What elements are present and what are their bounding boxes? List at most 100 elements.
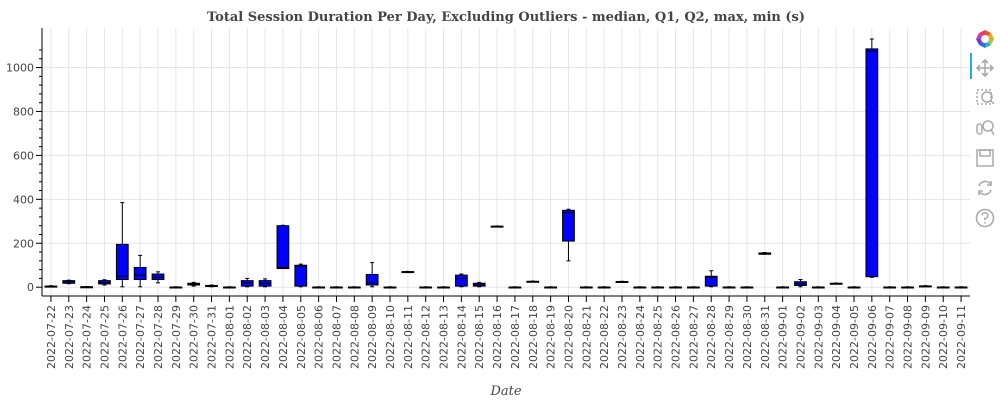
box-2022-07-30 — [187, 281, 201, 287]
box-2022-08-13 — [437, 286, 450, 289]
box-2022-07-23 — [62, 279, 76, 285]
box-2022-08-18 — [526, 280, 540, 283]
pan-icon[interactable] — [972, 55, 998, 81]
x-tick-label: 2022-07-29 — [170, 305, 183, 369]
box-2022-09-03 — [811, 286, 825, 289]
box-body — [454, 274, 468, 287]
box-body — [151, 273, 165, 281]
x-tick-label: 2022-08-27 — [687, 305, 700, 369]
box-2022-08-23 — [615, 280, 629, 284]
x-tick-label: 2022-08-02 — [241, 305, 254, 369]
y-tick-label: 400 — [13, 193, 34, 206]
box-2022-09-06 — [865, 38, 879, 278]
box-2022-07-28 — [151, 271, 165, 284]
x-tick-label: 2022-08-31 — [759, 305, 772, 369]
x-tick-label: 2022-07-26 — [116, 305, 129, 369]
x-tick-label: 2022-08-15 — [473, 305, 486, 369]
x-tick-label: 2022-08-12 — [420, 305, 433, 369]
box-body — [276, 225, 290, 270]
x-tick-label: 2022-09-01 — [777, 305, 790, 369]
box-2022-08-21 — [579, 286, 593, 289]
box-2022-07-31 — [205, 284, 218, 288]
reset-icon[interactable] — [972, 175, 998, 201]
box-body — [562, 209, 575, 242]
x-tick-label: 2022-08-09 — [366, 305, 379, 369]
x-tick-label: 2022-08-20 — [562, 305, 575, 369]
active-tool-indicator — [970, 53, 972, 79]
x-axis-label: Date — [489, 384, 521, 399]
box-2022-09-04 — [829, 282, 843, 285]
box-2022-09-01 — [776, 286, 790, 289]
y-tick-label: 1000 — [6, 62, 34, 75]
box-2022-08-09 — [365, 262, 379, 288]
box-2022-08-19 — [544, 286, 558, 289]
box-2022-08-30 — [740, 286, 754, 289]
box-2022-07-25 — [98, 279, 111, 286]
box-2022-08-27 — [686, 286, 700, 289]
box-body — [133, 266, 147, 281]
y-tick-label: 200 — [13, 237, 34, 250]
x-tick-label: 2022-07-28 — [152, 305, 165, 369]
x-tick-label: 2022-07-31 — [206, 305, 219, 369]
chart-title: Total Session Duration Per Day, Excludin… — [207, 10, 805, 25]
x-tick-label: 2022-08-24 — [634, 305, 647, 369]
y-tick-label: 800 — [13, 105, 34, 118]
x-tick-label: 2022-09-06 — [866, 305, 879, 369]
box-zoom-icon[interactable] — [972, 85, 998, 111]
x-tick-label: 2022-08-08 — [348, 305, 361, 369]
box-2022-07-29 — [169, 286, 183, 289]
x-tick-label: 2022-07-22 — [45, 305, 58, 369]
box-2022-07-22 — [44, 285, 58, 288]
box-body — [240, 280, 254, 287]
x-tick-label: 2022-07-30 — [188, 305, 201, 369]
x-tick-label: 2022-07-25 — [98, 305, 111, 369]
x-tick-label: 2022-08-26 — [670, 305, 683, 369]
box-2022-08-24 — [633, 286, 647, 289]
x-tick-label: 2022-08-03 — [259, 305, 272, 369]
x-tick-label: 2022-07-23 — [63, 305, 76, 369]
box-2022-08-14 — [454, 273, 468, 288]
box-2022-08-05 — [294, 263, 308, 288]
box-2022-08-25 — [651, 286, 665, 289]
x-tick-label: 2022-07-24 — [81, 305, 94, 369]
box-2022-09-08 — [901, 286, 914, 289]
x-tick-label: 2022-08-28 — [705, 305, 718, 369]
x-tick-label: 2022-09-10 — [937, 305, 950, 369]
x-tick-label: 2022-08-23 — [616, 305, 629, 369]
help-icon[interactable] — [972, 205, 998, 231]
box-2022-09-07 — [883, 286, 897, 289]
box-2022-08-17 — [508, 286, 522, 289]
x-tick-label: 2022-08-05 — [295, 305, 308, 369]
save-icon[interactable] — [972, 145, 998, 171]
x-tick-label: 2022-07-27 — [134, 305, 147, 369]
y-tick-label: 0 — [27, 281, 34, 294]
box-2022-08-04 — [276, 224, 290, 270]
x-tick-label: 2022-09-09 — [919, 305, 932, 369]
x-tick-label: 2022-08-29 — [723, 305, 736, 369]
x-tick-label: 2022-08-06 — [313, 305, 326, 369]
wheel-zoom-icon[interactable] — [972, 115, 998, 141]
box-2022-08-10 — [383, 286, 397, 289]
y-tick-label: 600 — [13, 149, 34, 162]
x-tick-label: 2022-08-07 — [330, 305, 343, 369]
box-2022-09-10 — [936, 286, 950, 289]
box-body — [865, 48, 879, 278]
box-2022-07-24 — [80, 286, 94, 289]
x-tick-label: 2022-08-10 — [384, 305, 397, 369]
box-2022-08-12 — [419, 286, 433, 289]
chart-toolbar — [968, 24, 1000, 244]
box-body — [704, 275, 718, 287]
box-plot-series — [44, 38, 968, 289]
x-tick-label: 2022-08-30 — [741, 305, 754, 369]
x-tick-label: 2022-08-19 — [545, 305, 558, 369]
bokeh-logo-icon[interactable] — [972, 26, 998, 52]
box-2022-08-15 — [472, 281, 486, 288]
box-2022-08-06 — [312, 286, 326, 289]
x-tick-label: 2022-09-07 — [884, 305, 897, 369]
box-2022-08-16 — [490, 225, 504, 228]
box-2022-08-08 — [347, 286, 361, 289]
x-tick-label: 2022-08-14 — [455, 305, 468, 369]
x-tick-label: 2022-08-21 — [580, 305, 593, 369]
box-2022-09-09 — [918, 285, 932, 288]
